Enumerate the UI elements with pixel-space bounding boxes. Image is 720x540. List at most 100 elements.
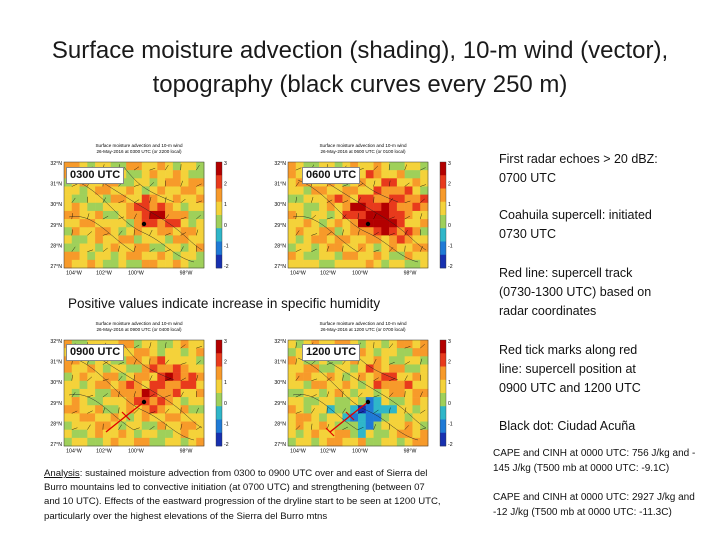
latitude-tick-label: 31°N xyxy=(50,360,62,366)
colorbar-tick-label: 0 xyxy=(224,401,227,407)
colorbar-tick-label: -1 xyxy=(448,243,453,249)
colorbar-tick-label: 2 xyxy=(448,182,451,188)
map-subheading: 26-May-2016 at 1200 UTC (or 0700 local) xyxy=(320,327,405,332)
advection-shading xyxy=(64,340,205,447)
longitude-tick-label: 104°W xyxy=(290,271,306,276)
longitude-tick-label: 100°W xyxy=(352,449,368,454)
map-subheading: 26-May-2016 at 0600 UTC (or 0100 local) xyxy=(320,149,405,154)
map-subheading: 26-May-2016 at 0900 UTC (or 0400 local) xyxy=(96,327,181,332)
ciudad-acuna-dot xyxy=(365,399,371,405)
colorbar-tick-label: 2 xyxy=(224,182,227,188)
longitude-tick-label: 98°W xyxy=(404,271,417,276)
longitude-tick-label: 102°W xyxy=(320,449,336,454)
latitude-tick-label: 29°N xyxy=(274,401,286,407)
moisture-advection-map: Surface moisture advection and 10-m wind… xyxy=(50,321,229,454)
colorbar-tick-label: 3 xyxy=(224,161,227,167)
longitude-tick-label: 102°W xyxy=(96,271,112,276)
longitude-tick-label: 104°W xyxy=(66,271,82,276)
latitude-tick-label: 30°N xyxy=(274,380,286,386)
colorbar-tick-label: 2 xyxy=(224,360,227,366)
panel-time-label: 0600 UTC xyxy=(302,167,361,184)
latitude-tick-label: 31°N xyxy=(274,182,286,188)
note-supercell-initiation: Coahuila supercell: initiated 0730 UTC xyxy=(499,208,652,241)
latitude-tick-label: 32°N xyxy=(274,339,286,345)
longitude-tick-label: 98°W xyxy=(180,449,193,454)
latitude-tick-label: 28°N xyxy=(274,243,286,249)
topography-contours xyxy=(68,344,203,441)
colorbar-tick-label: 0 xyxy=(448,223,451,229)
latitude-tick-label: 30°N xyxy=(50,202,62,208)
panel-time-label: 1200 UTC xyxy=(302,344,361,361)
note-red-line-track: Red line: supercell track (0730-1300 UTC… xyxy=(499,266,652,318)
latitude-tick-label: 28°N xyxy=(50,421,62,427)
ciudad-acuna-dot xyxy=(141,399,147,405)
latitude-tick-label: 32°N xyxy=(50,161,62,167)
longitude-tick-label: 100°W xyxy=(352,271,368,276)
sign-convention-note: Positive values indicate increase in spe… xyxy=(68,296,381,311)
latitude-tick-label: 29°N xyxy=(274,223,286,229)
colorbar xyxy=(439,161,447,269)
supercell-tick-mark xyxy=(325,427,335,437)
longitude-tick-label: 104°W xyxy=(290,449,306,454)
colorbar-tick-label: -1 xyxy=(448,421,453,427)
colorbar xyxy=(439,339,447,447)
latitude-tick-label: 27°N xyxy=(50,264,62,270)
latitude-tick-label: 30°N xyxy=(50,380,62,386)
colorbar-tick-label: 3 xyxy=(224,339,227,345)
map-frame xyxy=(63,339,205,447)
latitude-tick-label: 30°N xyxy=(274,202,286,208)
map-frame xyxy=(287,161,429,269)
latitude-tick-label: 29°N xyxy=(50,223,62,229)
colorbar-tick-label: 3 xyxy=(448,339,451,345)
ciudad-acuna-dot xyxy=(365,221,371,227)
map-panel-0600: Surface moisture advection and 10-m wind… xyxy=(268,140,458,275)
map-frame xyxy=(287,339,429,447)
latitude-tick-label: 29°N xyxy=(50,401,62,407)
colorbar-tick-label: -1 xyxy=(224,243,229,249)
map-subheading: 26-May-2016 at 0300 UTC (or 2200 local) xyxy=(96,149,181,154)
longitude-tick-label: 102°W xyxy=(320,271,336,276)
wind-vectors xyxy=(295,342,427,430)
moisture-advection-map: Surface moisture advection and 10-m wind… xyxy=(50,143,229,276)
map-heading: Surface moisture advection and 10-m wind xyxy=(95,321,183,326)
analysis-label: Analysis xyxy=(44,468,80,479)
colorbar-tick-label: -1 xyxy=(224,421,229,427)
latitude-tick-label: 31°N xyxy=(50,182,62,188)
colorbar-tick-label: -2 xyxy=(224,442,229,448)
wind-vectors xyxy=(295,164,426,252)
colorbar-tick-label: -2 xyxy=(224,264,229,270)
supercell-tick-mark xyxy=(121,411,131,421)
note-red-tick-marks: Red tick marks along red line: supercell… xyxy=(499,343,641,395)
colorbar-tick-label: 1 xyxy=(224,380,227,386)
latitude-tick-label: 31°N xyxy=(274,360,286,366)
map-panel-0300: Surface moisture advection and 10-m wind… xyxy=(44,140,234,275)
colorbar-tick-label: 2 xyxy=(448,360,451,366)
ciudad-acuna-dot xyxy=(141,221,147,227)
latitude-tick-label: 27°N xyxy=(50,442,62,448)
panel-time-label: 0300 UTC xyxy=(66,167,125,184)
latitude-tick-label: 27°N xyxy=(274,264,286,270)
moisture-advection-map: Surface moisture advection and 10-m wind… xyxy=(274,143,453,276)
longitude-tick-label: 102°W xyxy=(96,449,112,454)
colorbar-tick-label: -2 xyxy=(448,442,453,448)
latitude-tick-label: 28°N xyxy=(50,243,62,249)
longitude-tick-label: 98°W xyxy=(404,449,417,454)
latitude-tick-label: 27°N xyxy=(274,442,286,448)
analysis-text: Analysis: sustained moisture advection f… xyxy=(44,468,441,522)
moisture-advection-map: Surface moisture advection and 10-m wind… xyxy=(274,321,453,454)
note-black-dot: Black dot: Ciudad Acuña xyxy=(499,419,636,433)
longitude-tick-label: 100°W xyxy=(128,449,144,454)
colorbar-tick-label: 0 xyxy=(448,401,451,407)
map-panel-0900: Surface moisture advection and 10-m wind… xyxy=(44,318,234,453)
note-cape-cinh-first: CAPE and CINH at 0000 UTC: 756 J/kg and … xyxy=(493,448,696,474)
latitude-tick-label: 32°N xyxy=(274,161,286,167)
supercell-tick-mark xyxy=(345,411,355,421)
map-frame xyxy=(63,161,205,269)
longitude-tick-label: 98°W xyxy=(180,271,193,276)
colorbar-tick-label: -2 xyxy=(448,264,453,270)
note-cape-cinh-second: CAPE and CINH at 0000 UTC: 2927 J/kg and… xyxy=(493,492,695,518)
colorbar xyxy=(215,339,223,447)
map-panel-1200: Surface moisture advection and 10-m wind… xyxy=(268,318,458,453)
map-heading: Surface moisture advection and 10-m wind xyxy=(319,143,407,148)
colorbar xyxy=(215,161,223,269)
